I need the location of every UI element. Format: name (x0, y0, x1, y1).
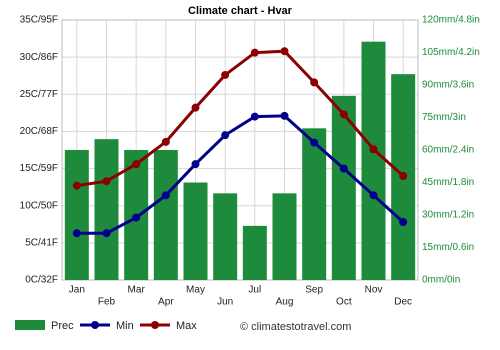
point (132, 160, 141, 169)
point (369, 145, 378, 154)
point (399, 172, 408, 180)
point (280, 111, 289, 120)
bar (331, 95, 356, 280)
y-tick-label: 30C/86F (20, 52, 58, 63)
legend-swatch (15, 320, 45, 330)
bar (183, 182, 208, 280)
point (191, 160, 200, 169)
x-tick-label: Jun (217, 297, 233, 308)
point (250, 112, 259, 121)
x-tick-label: Dec (394, 297, 412, 308)
x-tick-label: Sep (305, 285, 323, 296)
y-tick-label: 5C/41F (25, 237, 58, 248)
bar (64, 150, 89, 280)
point (280, 47, 289, 56)
point (250, 48, 259, 57)
bar (94, 139, 119, 280)
x-tick-label: Oct (336, 297, 352, 308)
point (339, 110, 348, 119)
y2-tick-label: 30mm/1.2in (422, 210, 474, 221)
legend-label: Max (176, 320, 197, 332)
y2-tick-label: 60mm/2.4in (422, 145, 474, 156)
x-tick-label: Mar (128, 285, 146, 296)
point (191, 103, 200, 112)
legend-label: Min (116, 320, 134, 332)
bar (272, 193, 297, 280)
point (161, 137, 170, 146)
point (221, 70, 230, 79)
y-tick-label: 15C/59F (20, 163, 58, 174)
point (399, 218, 408, 227)
legend-swatch (151, 321, 159, 329)
y-tick-label: 35C/95F (20, 15, 58, 26)
bar (361, 41, 386, 280)
legend-swatch (91, 321, 99, 329)
x-tick-label: Nov (365, 285, 383, 296)
line (76, 49, 405, 188)
y2-tick-label: 75mm/3in (422, 112, 466, 123)
x-tick-label: Apr (158, 297, 174, 308)
y-tick-label: 10C/50F (20, 200, 58, 211)
point (72, 181, 81, 190)
point (339, 164, 348, 173)
bar (153, 150, 178, 280)
bar (302, 128, 327, 280)
x-tick-label: May (186, 285, 205, 296)
x-tick-label: Jan (69, 285, 85, 296)
point (310, 78, 319, 87)
point (72, 229, 81, 238)
point (161, 191, 170, 200)
y2-tick-label: 0mm/0in (422, 275, 460, 286)
y-tick-label: 20C/68F (20, 126, 58, 137)
y-tick-label: 25C/77F (20, 89, 58, 100)
point (310, 138, 319, 147)
chart-title: Climate chart - Hvar (188, 5, 293, 17)
bar (213, 193, 238, 280)
point (369, 191, 378, 200)
x-tick-label: Feb (98, 297, 116, 308)
bar (242, 225, 267, 280)
y2-tick-label: 120mm/4.8in (422, 15, 480, 26)
line (76, 114, 405, 235)
point (102, 229, 111, 238)
y-tick-label: 0C/32F (25, 275, 58, 286)
point (102, 177, 111, 186)
x-tick-label: Aug (276, 297, 294, 308)
point (132, 213, 141, 222)
y2-tick-label: 15mm/0.6in (422, 242, 474, 253)
y2-tick-label: 45mm/1.8in (422, 177, 474, 188)
x-tick-label: Jul (248, 285, 261, 296)
legend-label: Prec (51, 320, 74, 332)
y2-tick-label: 90mm/3.6in (422, 80, 474, 91)
plot-frame (61, 19, 419, 281)
point (221, 131, 230, 140)
credit: © climatestotravel.com (240, 321, 351, 333)
y2-tick-label: 105mm/4.2in (422, 47, 480, 58)
